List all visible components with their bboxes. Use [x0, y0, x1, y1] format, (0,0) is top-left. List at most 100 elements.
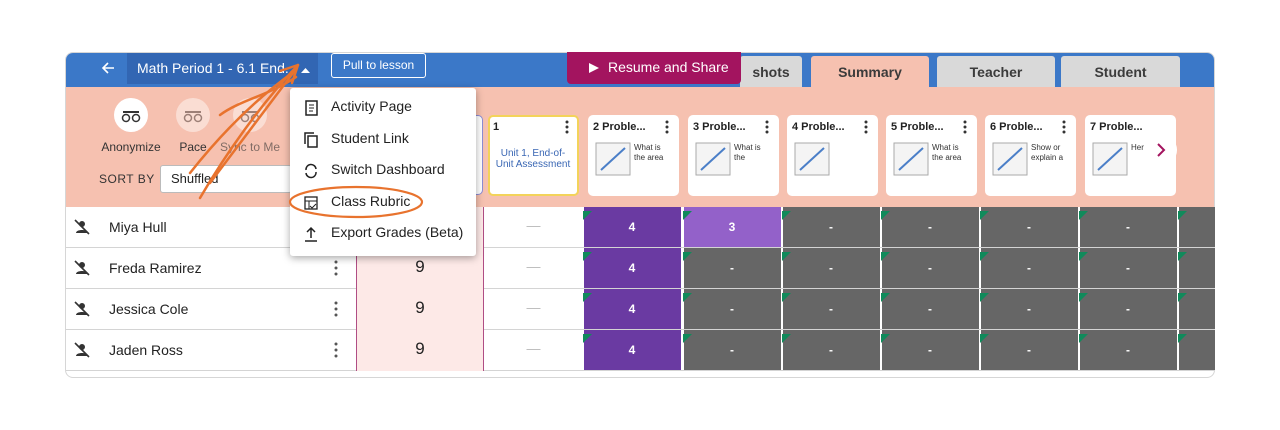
- response-cell[interactable]: [782, 330, 880, 370]
- response-cell[interactable]: [782, 207, 880, 247]
- response-cell[interactable]: [683, 289, 781, 329]
- card-title: 4 Proble...: [792, 121, 845, 133]
- card-menu[interactable]: [664, 119, 670, 135]
- status-flag: [683, 289, 692, 302]
- card-title: 2 Proble...: [593, 121, 646, 133]
- row-menu[interactable]: [333, 300, 339, 318]
- card-text: What is the area: [634, 143, 664, 162]
- control-label: Anonymize: [101, 140, 161, 154]
- dash: —: [526, 258, 541, 274]
- response-cell[interactable]: [980, 330, 1078, 370]
- dash: —: [526, 217, 541, 233]
- card-menu[interactable]: [962, 119, 968, 135]
- question-card[interactable]: [488, 115, 579, 196]
- cell-value: -: [1027, 343, 1031, 357]
- pull-button[interactable]: Pull to lesson: [331, 53, 426, 78]
- response-cell[interactable]: [583, 330, 681, 370]
- next-button[interactable]: [1144, 133, 1178, 167]
- response-cell[interactable]: [683, 330, 781, 370]
- dash: —: [526, 299, 541, 315]
- cell-value: -: [730, 343, 734, 357]
- card-thumb: [992, 142, 1028, 176]
- score-cell: [356, 330, 484, 371]
- status-flag: [583, 207, 592, 220]
- menu-item[interactable]: Student Link: [331, 129, 409, 146]
- status-flag: [1079, 207, 1088, 220]
- response-cell[interactable]: [782, 289, 880, 329]
- status-flag: [583, 248, 592, 261]
- menu-item[interactable]: Class Rubric: [331, 192, 411, 209]
- highlight-ellipse: [286, 184, 426, 220]
- annotation-arrow: [180, 55, 310, 205]
- cell-value: -: [829, 302, 833, 316]
- card-title: 5 Proble...: [891, 121, 944, 133]
- cell-value: -: [1027, 220, 1031, 234]
- response-cell[interactable]: [1079, 248, 1177, 288]
- cell-value: -: [928, 343, 932, 357]
- status-flag: [683, 248, 692, 261]
- menu-item[interactable]: Switch Dashboard: [331, 161, 445, 177]
- tab[interactable]: shots: [740, 56, 802, 87]
- sort-label: SORT BY: [99, 172, 155, 186]
- lesson-title[interactable]: Math Period 1 - 6.1 End...: [137, 60, 297, 76]
- card-menu[interactable]: [863, 119, 869, 135]
- row-menu[interactable]: [333, 341, 339, 359]
- control-icon[interactable]: [176, 98, 210, 132]
- cell-value: -: [928, 220, 932, 234]
- play-icon: [588, 61, 600, 73]
- response-cell[interactable]: [782, 248, 880, 288]
- sort-value: Shuffled: [171, 171, 219, 186]
- response-cell[interactable]: [980, 289, 1078, 329]
- student-name[interactable]: Jessica Cole: [109, 301, 189, 317]
- response-cell[interactable]: [583, 207, 681, 247]
- card-menu[interactable]: [564, 119, 570, 135]
- response-cell[interactable]: [1079, 289, 1177, 329]
- back-button[interactable]: [100, 60, 116, 76]
- status-flag: [980, 248, 989, 261]
- status-flag: [683, 330, 692, 343]
- card-thumb: [1092, 142, 1128, 176]
- cell-value: -: [829, 220, 833, 234]
- response-cell[interactable]: [980, 248, 1078, 288]
- response-cell[interactable]: [881, 289, 979, 329]
- response-cell[interactable]: [583, 289, 681, 329]
- menu-item[interactable]: Activity Page: [331, 98, 412, 114]
- menu-item[interactable]: Export Grades (Beta): [331, 224, 464, 240]
- response-cell[interactable]: [583, 248, 681, 288]
- student-name[interactable]: Miya Hull: [109, 219, 167, 235]
- student-name[interactable]: Freda Ramirez: [109, 260, 202, 276]
- card-menu[interactable]: [764, 119, 770, 135]
- response-cell[interactable]: [1079, 330, 1177, 370]
- response-cell[interactable]: [980, 207, 1078, 247]
- status-flag: [683, 207, 692, 220]
- tab[interactable]: Summary: [811, 56, 929, 87]
- student-name[interactable]: Jaden Ross: [109, 342, 183, 358]
- cell-value: -: [1126, 261, 1130, 275]
- cell-value: 4: [628, 343, 636, 357]
- score: 9: [415, 298, 425, 317]
- tab[interactable]: Student: [1061, 56, 1180, 87]
- menu-icon: [303, 100, 319, 116]
- response-cell[interactable]: [683, 207, 781, 247]
- response-cell[interactable]: [1079, 207, 1177, 247]
- response-cell[interactable]: [881, 248, 979, 288]
- card-text: Her the: [1131, 143, 1158, 152]
- control-icon[interactable]: [114, 98, 148, 132]
- card-title: 7 Proble...: [1090, 121, 1143, 133]
- response-cell[interactable]: [881, 207, 979, 247]
- tab[interactable]: Teacher: [937, 56, 1055, 87]
- card-menu[interactable]: [1061, 119, 1067, 135]
- response-cell[interactable]: [881, 330, 979, 370]
- menu-icon: [303, 195, 319, 211]
- row-menu[interactable]: [333, 259, 339, 277]
- resume-label[interactable]: Resume and Share: [608, 59, 729, 75]
- card-title: 1: [493, 121, 500, 133]
- cell-value: -: [928, 302, 932, 316]
- status-flag: [881, 330, 890, 343]
- cell-value: 4: [628, 220, 636, 234]
- card-title: 3 Proble...: [693, 121, 746, 133]
- response-cell[interactable]: [683, 248, 781, 288]
- menu-icon: [303, 163, 319, 179]
- score: 9: [415, 339, 425, 358]
